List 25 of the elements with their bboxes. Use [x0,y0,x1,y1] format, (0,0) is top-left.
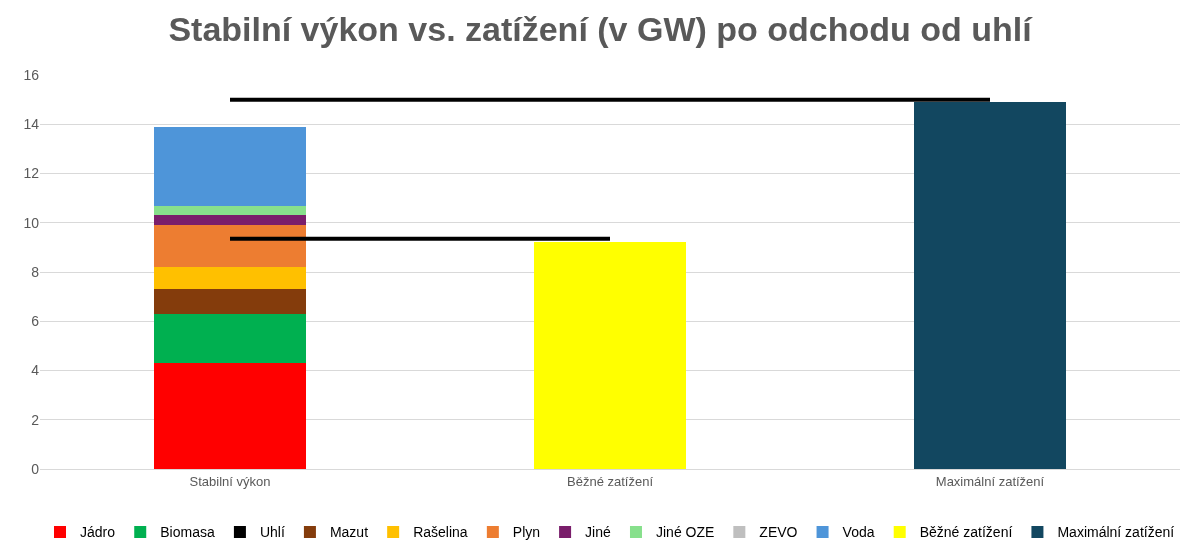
legend-label: Rašelina [413,524,468,541]
y-tick-label: 2 [31,411,40,428]
y-tick-label: 16 [23,66,40,83]
y-tick-label: 10 [23,214,40,231]
legend-label: Voda [842,524,875,541]
legend-label: Jádro [80,524,116,541]
y-tick-label: 4 [31,362,40,379]
legend-label: Plyn [512,524,541,541]
x-tick-label: Stabilní výkon [189,473,271,489]
y-tick-label: 8 [31,263,40,280]
y-tick-label: 6 [31,313,40,330]
y-tick-label: 14 [23,116,40,133]
x-tick-label: Maximální zatížení [935,473,1045,489]
chart-title: Stabilní výkon vs. zatížení (v GW) po odchodu od uhlí [168,9,1034,48]
legend-label: Biomasa [160,524,215,541]
x-tick-label: Běžné zatížení [567,473,654,489]
legend-label: Běžné zatížení [919,524,1013,541]
y-tick-label: 12 [23,165,40,182]
legend-label: Maximální zatížení [1057,524,1175,541]
legend-label: Jiné [585,524,611,541]
legend-label: Uhlí [259,524,285,541]
legend-label: Mazut [329,524,369,541]
legend-label: ZEVO [759,524,798,541]
y-tick-label: 0 [31,460,40,477]
legend-label: Jiné OZE [655,524,715,541]
